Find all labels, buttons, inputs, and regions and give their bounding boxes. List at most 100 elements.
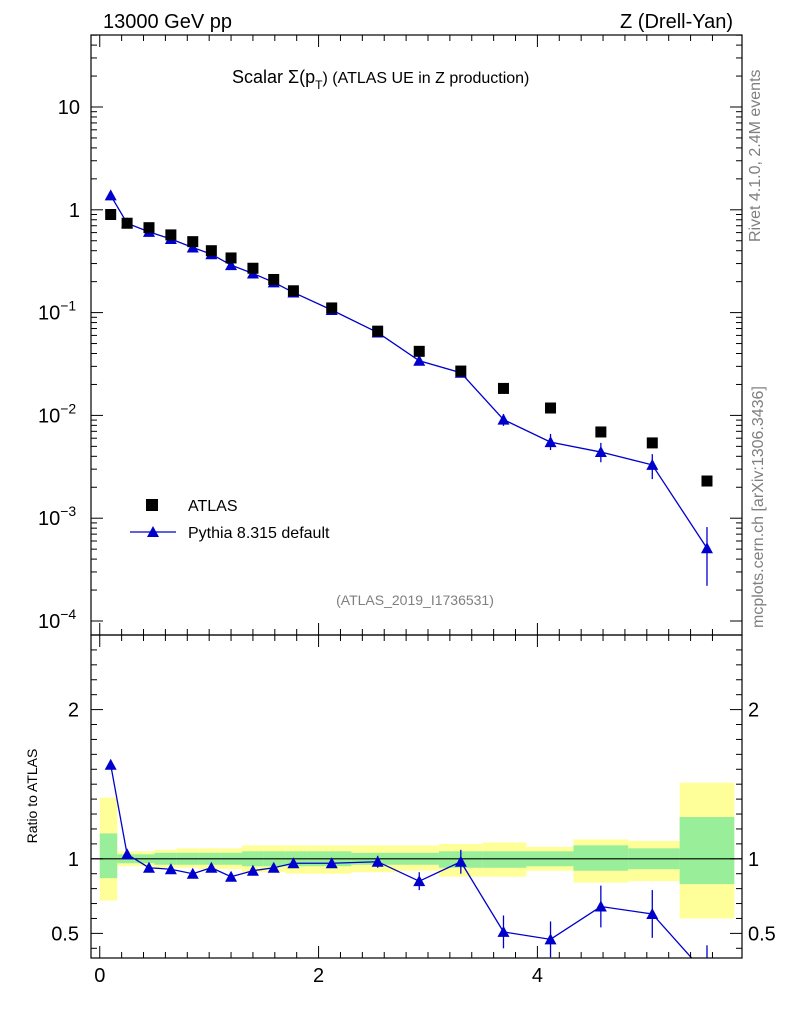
plot-title-suffix: ) (ATLAS UE in Z production) (323, 70, 530, 87)
atlas-point (545, 402, 557, 414)
ratio-y-tick-label-right: 1 (748, 849, 759, 871)
atlas-point (326, 302, 338, 314)
legend-atlas-marker (146, 499, 158, 511)
pythia-point (544, 436, 557, 448)
atlas-point (497, 382, 509, 394)
main-series (104, 189, 713, 586)
ratio-pythia-point (701, 969, 713, 980)
ratio-y-tick-label-left: 0.5 (51, 923, 79, 945)
atlas-point (455, 365, 467, 377)
pythia-point (104, 189, 117, 201)
plot-title-prefix: Scalar Σ(p (232, 67, 315, 87)
pythia-point (497, 413, 510, 425)
ratio-pythia-point (104, 758, 117, 770)
ratio-pythia-point (413, 875, 426, 887)
ratio-y-tick-label-right: 0.5 (748, 923, 776, 945)
main-y-tick-label: 10−4 (38, 606, 76, 633)
pythia-point (700, 542, 713, 554)
green-band (482, 851, 527, 868)
pythia-point (413, 354, 426, 366)
atlas-point (187, 236, 199, 248)
ratio-y-axis-label: Ratio to ATLAS (24, 749, 40, 844)
ratio-pythia-point (646, 907, 659, 919)
pythia-point (594, 446, 607, 458)
ratio-y-tick-labels: 0.5 0.5 1 1 2 2 (51, 700, 776, 946)
atlas-point (121, 217, 133, 229)
ratio-panel: 0.5 0.5 1 1 2 2 0 2 4 Ratio to ATLAS (24, 634, 776, 987)
ratio-pythia-point (287, 857, 300, 869)
ratio-pythia-point (121, 848, 134, 860)
y-tick-exponent: −3 (60, 503, 76, 519)
atlas-point (225, 252, 237, 264)
pythia-point (646, 458, 659, 470)
atlas-point (143, 222, 155, 234)
y-tick-base: 10 (38, 303, 60, 325)
main-y-tick-label: 10−3 (38, 503, 76, 530)
legend: ATLAS Pythia 8.315 default (130, 498, 330, 542)
x-tick-label: 4 (532, 965, 543, 987)
atlas-point (287, 285, 299, 297)
ratio-ticks (91, 635, 742, 958)
ratio-pythia-point (267, 861, 280, 873)
legend-pythia-marker (147, 526, 159, 537)
ratio-pythia-point (164, 863, 177, 875)
y-tick-exponent: −4 (60, 606, 76, 622)
atlas-point (205, 245, 217, 257)
ratio-pythia-point (454, 855, 467, 867)
pythia-point (225, 259, 238, 271)
main-y-tick-label: 10−2 (38, 400, 76, 427)
ratio-pythia-point (325, 857, 338, 869)
green-band (679, 817, 735, 885)
atlas-point (701, 475, 713, 487)
ratio-pythia-point (497, 925, 510, 937)
y-tick-base: 10 (38, 405, 60, 427)
pythia-line (110, 195, 708, 549)
x-tick-label: 0 (94, 965, 105, 987)
ratio-y-tick-label-right: 2 (748, 700, 759, 722)
atlas-point (165, 229, 177, 241)
main-y-tick-label: 10−1 (38, 298, 76, 325)
atlas-point (247, 262, 259, 274)
main-y-tick-label: 10 (58, 97, 80, 119)
ratio-pythia-point (594, 900, 607, 912)
y-tick-exponent: −2 (60, 400, 76, 416)
ratio-series (104, 758, 713, 980)
main-frame (90, 34, 743, 636)
mcplots-label: mcplots.cern.ch [arXiv:1306.3436] (750, 386, 767, 628)
main-y-tick-label: 1 (69, 200, 80, 222)
process-label: Z (Drell-Yan) (620, 11, 733, 33)
y-tick-exponent: −1 (60, 298, 76, 314)
ratio-pythia-point (142, 861, 155, 873)
x-tick-labels: 0 2 4 (94, 965, 543, 987)
ratio-frame (90, 634, 743, 959)
legend-pythia-label: Pythia 8.315 default (188, 525, 330, 542)
ratio-y-tick-label-left: 1 (68, 849, 79, 871)
rivet-version-label: Rivet 4.1.0, 2.4M events (747, 69, 764, 242)
legend-atlas-label: ATLAS (188, 498, 238, 515)
atlas-point (595, 426, 607, 438)
plot-title-subscript: T (315, 78, 323, 92)
atlas-point (105, 209, 117, 221)
ratio-pythia-point (246, 864, 259, 876)
atlas-point (646, 437, 658, 449)
ratio-uncertainty-bands (99, 782, 735, 919)
atlas-point (372, 325, 384, 337)
ratio-pythia-point (371, 855, 384, 867)
plot-title: Scalar Σ(pT) (ATLAS UE in Z production) (232, 67, 529, 92)
ratio-pythia-point (186, 867, 199, 879)
y-tick-base: 10 (38, 611, 60, 633)
green-band (99, 833, 118, 879)
y-tick-base: 10 (38, 508, 60, 530)
atlas-point (413, 345, 425, 357)
ratio-pythia-point (225, 870, 238, 882)
atlas-point (268, 273, 280, 285)
green-band (573, 845, 629, 871)
collision-energy-label: 13000 GeV pp (103, 11, 232, 33)
ratio-y-tick-label-left: 2 (68, 700, 79, 722)
ratio-pythia-point (544, 933, 557, 945)
ratio-pythia-point (205, 861, 218, 873)
analysis-id-label: (ATLAS_2019_I1736531) (336, 592, 494, 608)
